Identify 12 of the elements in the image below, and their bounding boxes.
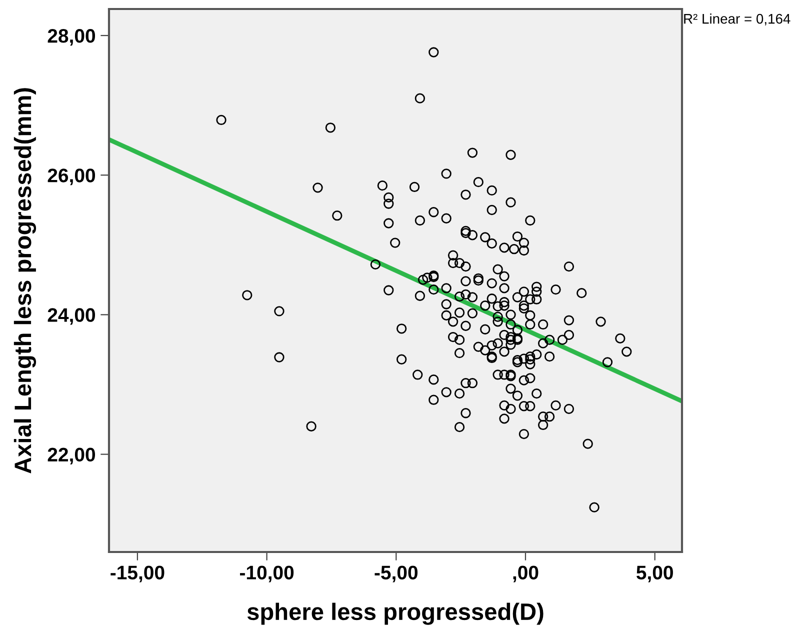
text: R² Linear = 0,164 — [684, 14, 790, 26]
x-tick-label: 5,00 — [636, 566, 673, 582]
y-tick-label: 28,00 — [48, 28, 96, 46]
y-axis-title: Axial Length less progressed(mm) — [14, 88, 36, 474]
x-tick-label: -10,00 — [240, 566, 294, 582]
x-tick-label: -15,00 — [110, 566, 164, 582]
x-axis-title: sphere less progressed(D) — [247, 602, 544, 625]
x-tick-label: -5,00 — [374, 566, 418, 582]
x-tick-label: ,00 — [513, 566, 538, 582]
y-tick-label: 22,00 — [48, 448, 96, 464]
y-tick-label: 26,00 — [48, 168, 96, 186]
y-tick-label: 24,00 — [48, 308, 96, 325]
